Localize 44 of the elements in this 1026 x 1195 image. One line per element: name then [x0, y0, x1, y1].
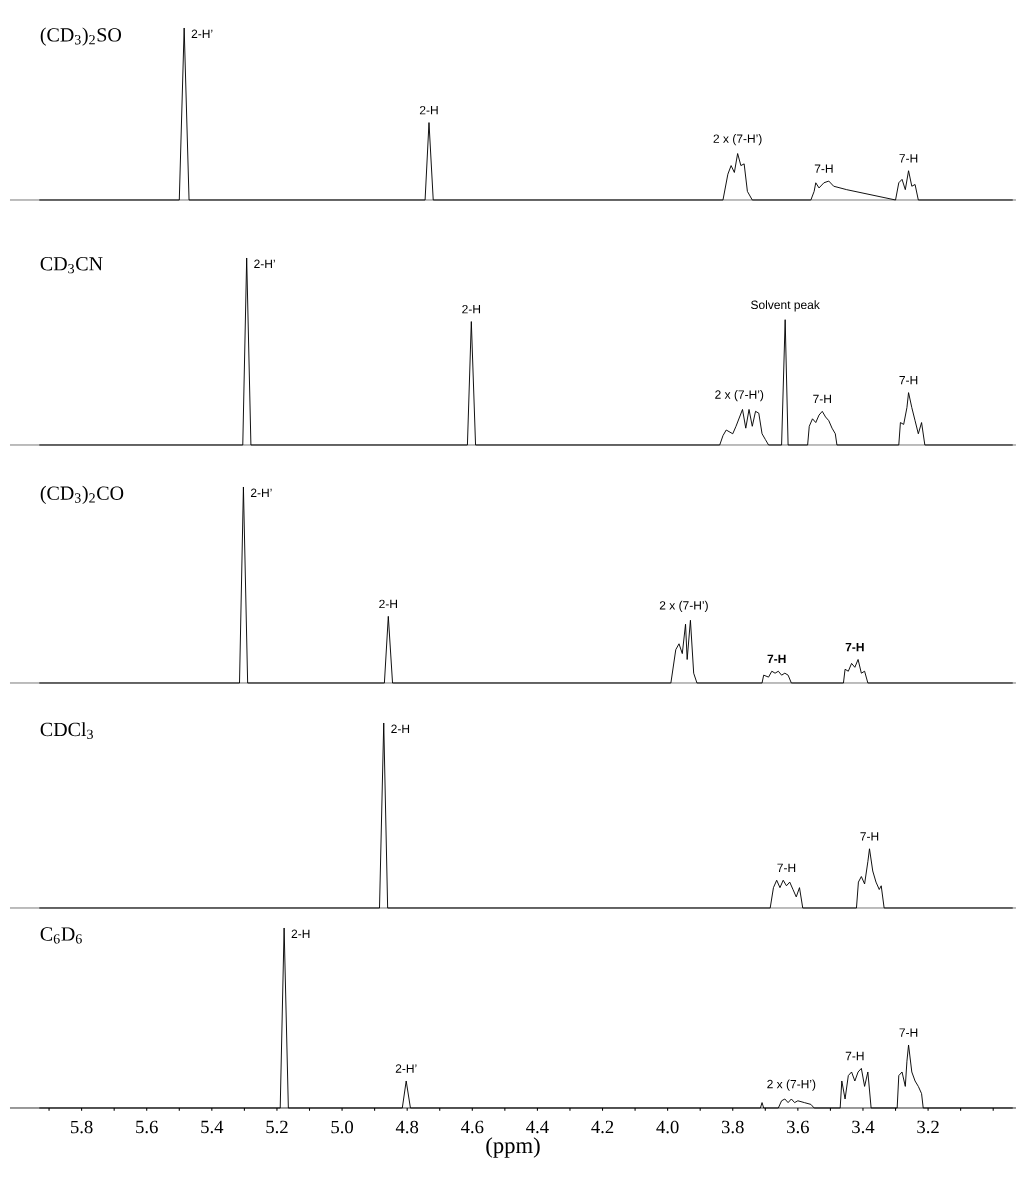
- x-tick-label: 5.2: [266, 1120, 288, 1134]
- annotation: 7-H: [899, 376, 918, 385]
- annotation: 7-H: [899, 1028, 918, 1037]
- chart-title: (CD$_{3}$)$_{2}$SO: [40, 27, 122, 46]
- x-tick-label: 4.4: [526, 1120, 549, 1134]
- annotation: 7-H: [813, 394, 831, 404]
- x-tick-label: 5.4: [201, 1120, 224, 1134]
- x-tick-label: 3.2: [917, 1120, 939, 1134]
- annotation: 7-H: [845, 1051, 864, 1061]
- x-tick-label: 5.8: [71, 1120, 93, 1134]
- x-tick-label: 5.0: [331, 1120, 354, 1134]
- annotation: 7-H: [767, 654, 786, 663]
- chart-title: (CD$_{3}$)$_{2}$CO: [40, 485, 124, 504]
- x-tick-label: 3.6: [787, 1120, 809, 1134]
- annotation: 2-H: [462, 304, 481, 314]
- x-tick-label: 4.8: [395, 1120, 419, 1134]
- annotation: 2-H’: [250, 488, 272, 497]
- annotation: 2-H: [291, 929, 310, 938]
- x-tick-label: 4.2: [591, 1120, 614, 1134]
- annotation: 2 x (7-H’): [713, 134, 762, 146]
- annotation: 2-H’: [191, 29, 213, 38]
- annotation: 2-H: [391, 724, 410, 733]
- x-tick-label: 3.4: [852, 1120, 875, 1134]
- annotation: 2-H’: [254, 259, 275, 268]
- annotation: 7-H: [860, 832, 879, 841]
- annotation: 7-H: [845, 642, 864, 652]
- x-tick-label: 3.8: [721, 1120, 744, 1134]
- chart-title: C$_{6}$D$_{6}$: [40, 927, 82, 944]
- annotation: 2 x (7-H’): [767, 1079, 816, 1091]
- x-tick-label: 4.0: [656, 1120, 679, 1134]
- annotation: 2 x (7-H’): [659, 600, 708, 613]
- annotation: Solvent peak: [751, 300, 820, 312]
- chart-title: CDCl$_{3}$: [40, 722, 93, 740]
- annotation: 7-H: [814, 164, 833, 173]
- chart-title: CD$_{3}$CN: [40, 257, 103, 274]
- annotation: 2-H’: [395, 1064, 417, 1073]
- annotation: 2 x (7-H’): [715, 390, 764, 402]
- x-tick-label: 4.6: [460, 1120, 484, 1134]
- annotation: 7-H: [899, 154, 918, 163]
- x-axis-title: (ppm): [486, 1137, 540, 1158]
- x-tick-label: 5.6: [136, 1120, 158, 1134]
- annotation: 7-H: [777, 863, 796, 872]
- annotation: 2-H: [379, 599, 397, 609]
- annotation: 2-H: [419, 105, 438, 115]
